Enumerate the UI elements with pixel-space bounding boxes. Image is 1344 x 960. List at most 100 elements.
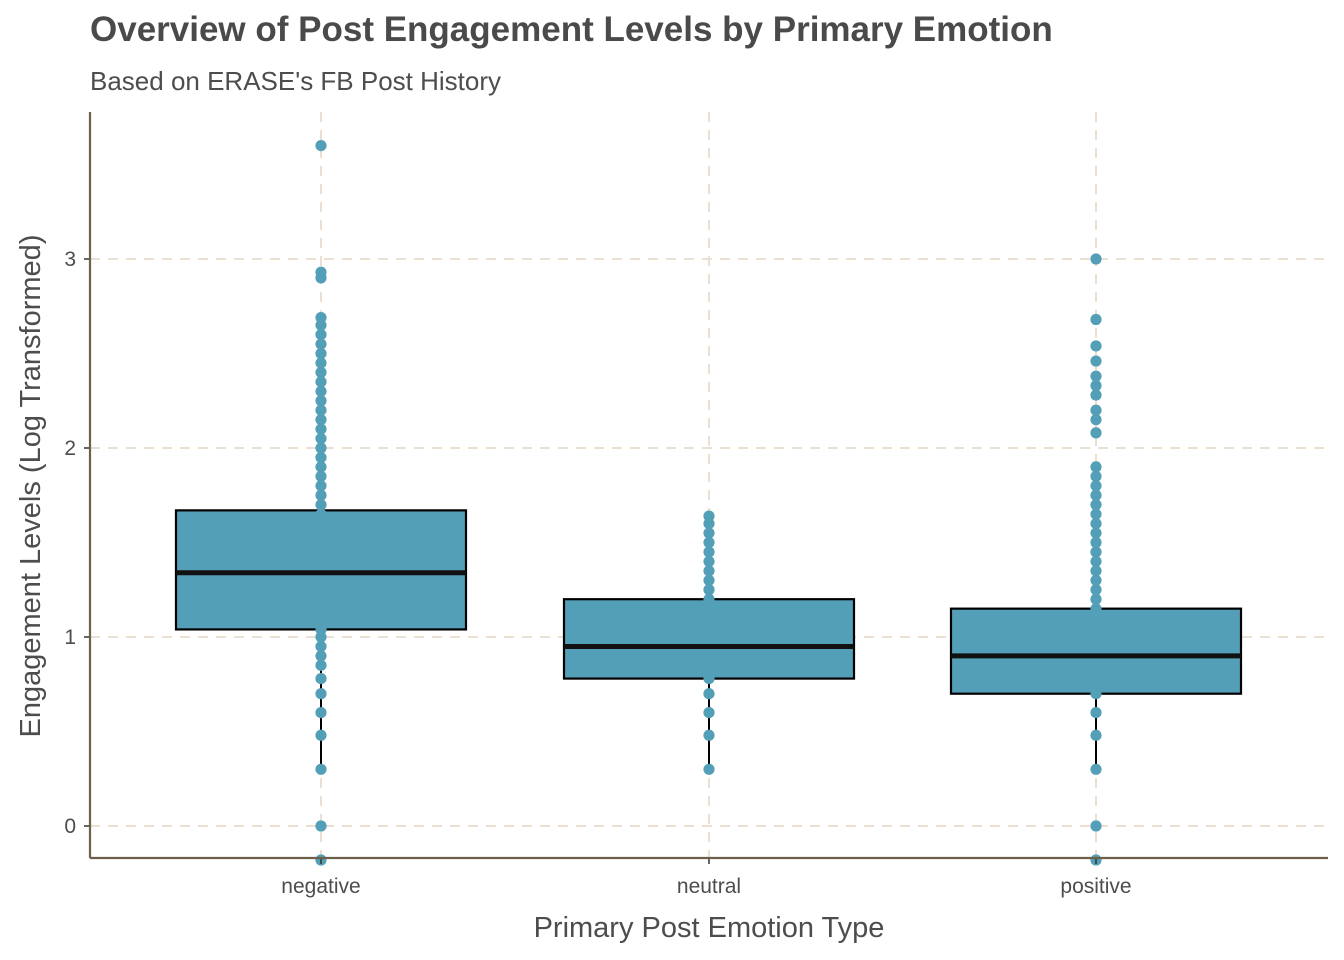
data-point bbox=[1090, 480, 1102, 492]
data-point bbox=[703, 650, 715, 662]
data-point bbox=[315, 672, 327, 685]
data-point bbox=[315, 584, 327, 596]
data-point bbox=[703, 527, 715, 539]
data-point bbox=[315, 451, 327, 464]
data-point bbox=[315, 329, 327, 341]
y-tick-label: 2 bbox=[64, 437, 76, 460]
data-point bbox=[703, 555, 715, 568]
data-point bbox=[1090, 621, 1102, 634]
x-tick-label: positive bbox=[1060, 875, 1131, 898]
data-point bbox=[315, 707, 327, 719]
chart-subtitle: Based on ERASE's FB Post History bbox=[90, 66, 502, 96]
data-point bbox=[315, 640, 327, 653]
data-point bbox=[703, 565, 715, 577]
data-point bbox=[1090, 584, 1102, 596]
data-point bbox=[1090, 355, 1102, 367]
data-point bbox=[315, 518, 327, 530]
data-point bbox=[315, 546, 327, 558]
data-point bbox=[1090, 340, 1102, 352]
data-point bbox=[703, 574, 715, 586]
data-point bbox=[315, 414, 327, 426]
data-point bbox=[315, 347, 327, 360]
data-point bbox=[315, 820, 327, 832]
data-point bbox=[315, 650, 327, 662]
data-point bbox=[315, 574, 327, 586]
data-point bbox=[1090, 593, 1102, 605]
y-tick-label: 1 bbox=[64, 626, 76, 649]
data-point bbox=[703, 593, 715, 605]
data-point bbox=[703, 584, 715, 596]
data-point bbox=[1090, 820, 1102, 832]
data-point bbox=[1090, 389, 1102, 401]
data-point bbox=[315, 489, 327, 501]
data-point bbox=[1090, 669, 1102, 681]
data-point bbox=[1090, 518, 1102, 530]
data-point bbox=[1090, 612, 1102, 624]
data-point bbox=[1090, 659, 1102, 671]
data-point bbox=[315, 729, 327, 741]
data-point bbox=[1090, 707, 1102, 719]
data-point bbox=[703, 510, 715, 522]
data-point bbox=[1090, 640, 1102, 653]
data-point bbox=[703, 536, 715, 549]
data-point bbox=[703, 621, 715, 634]
data-point bbox=[315, 432, 327, 445]
data-point bbox=[703, 659, 715, 671]
chart-title: Overview of Post Engagement Levels by Pr… bbox=[90, 10, 1053, 49]
data-point bbox=[315, 480, 327, 492]
data-point bbox=[315, 357, 327, 369]
data-point bbox=[1090, 688, 1102, 700]
y-tick-label: 0 bbox=[64, 815, 76, 838]
data-point bbox=[1090, 555, 1102, 568]
data-point bbox=[703, 612, 715, 624]
data-point bbox=[1090, 489, 1102, 501]
data-point bbox=[703, 707, 715, 719]
data-point bbox=[1090, 729, 1102, 741]
data-point bbox=[1090, 313, 1102, 326]
data-point bbox=[1090, 546, 1102, 558]
data-point bbox=[315, 376, 327, 388]
data-point bbox=[1090, 253, 1102, 265]
data-point bbox=[315, 763, 327, 775]
data-point bbox=[1090, 461, 1102, 473]
data-point bbox=[703, 763, 715, 775]
data-point bbox=[1090, 763, 1102, 775]
data-point bbox=[1090, 565, 1102, 577]
data-point bbox=[1090, 678, 1102, 690]
data-point bbox=[315, 508, 327, 520]
data-point bbox=[315, 536, 327, 549]
data-point bbox=[315, 423, 327, 435]
x-axis-title: Primary Post Emotion Type bbox=[534, 912, 885, 944]
data-point bbox=[703, 631, 715, 643]
data-point bbox=[1090, 574, 1102, 586]
data-point bbox=[315, 311, 327, 324]
data-point bbox=[703, 603, 715, 615]
data-point bbox=[315, 404, 327, 416]
data-point bbox=[315, 395, 327, 407]
data-point bbox=[315, 140, 327, 152]
data-point bbox=[1090, 470, 1102, 482]
x-tick-label: negative bbox=[281, 875, 360, 898]
data-point bbox=[1090, 499, 1102, 511]
data-point bbox=[1090, 427, 1102, 439]
data-point bbox=[315, 470, 327, 482]
data-point bbox=[315, 555, 327, 568]
data-point bbox=[1090, 527, 1102, 539]
data-point bbox=[1090, 631, 1102, 643]
data-point bbox=[1090, 370, 1102, 382]
data-point bbox=[315, 593, 327, 605]
data-point bbox=[1090, 508, 1102, 520]
data-point bbox=[315, 338, 327, 350]
data-point bbox=[1090, 404, 1102, 416]
y-tick-label: 3 bbox=[64, 248, 76, 271]
data-point bbox=[315, 688, 327, 700]
data-point bbox=[315, 527, 327, 539]
x-tick-label: neutral bbox=[677, 875, 741, 898]
data-point bbox=[1090, 380, 1102, 392]
data-point bbox=[703, 729, 715, 741]
data-point bbox=[315, 385, 327, 397]
axis-layer: 0 1 2 3 negative neutral positive bbox=[64, 112, 1328, 898]
box-layer bbox=[174, 330, 1243, 770]
data-point bbox=[703, 688, 715, 700]
data-point bbox=[315, 366, 327, 378]
